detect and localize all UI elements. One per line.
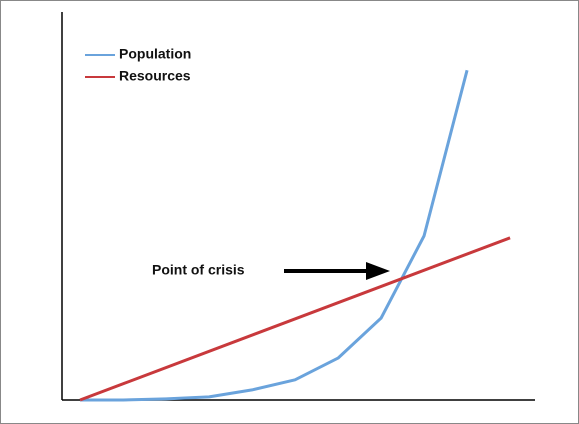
legend-label: Resources (119, 68, 191, 84)
annotation: Point of crisis (152, 262, 245, 278)
legend-label: Population (119, 46, 191, 62)
line (79, 236, 511, 402)
annotation-arrowhead (366, 262, 390, 280)
